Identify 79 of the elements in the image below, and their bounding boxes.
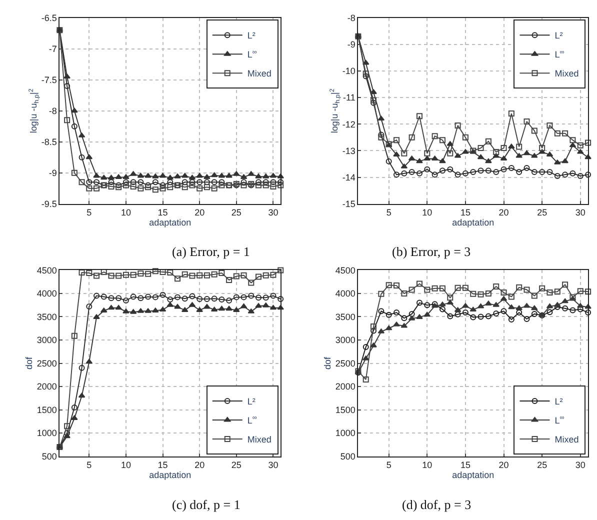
x-tick-label: 15 bbox=[158, 460, 168, 470]
x-tick-label: 20 bbox=[194, 208, 205, 218]
y-tick-label: -10 bbox=[342, 66, 356, 76]
y-tick-label: 2500 bbox=[36, 358, 57, 368]
legend-label: L² bbox=[554, 396, 563, 406]
y-tick-label: 2500 bbox=[335, 358, 356, 368]
x-tick-label: 25 bbox=[537, 208, 548, 218]
x-tick-label: 5 bbox=[86, 460, 92, 470]
y-tick-label: -11 bbox=[343, 92, 356, 103]
x-tick-label: 10 bbox=[120, 208, 131, 218]
y-tick-label: 1500 bbox=[335, 404, 356, 415]
x-tick-label: 25 bbox=[537, 460, 548, 470]
legend-label: Mixed bbox=[247, 68, 272, 79]
x-tick-label: 10 bbox=[422, 208, 432, 218]
x-tick-label: 25 bbox=[231, 460, 242, 470]
x-tick-label: 20 bbox=[498, 460, 509, 470]
x-tick-label: 5 bbox=[386, 208, 392, 218]
legend-label: Mixed bbox=[247, 434, 272, 444]
y-tick-label: -8 bbox=[48, 106, 57, 116]
y-tick-label: -9 bbox=[48, 168, 57, 178]
y-tick-label: -8.5 bbox=[41, 137, 57, 147]
x-axis-title: adaptation bbox=[149, 470, 192, 480]
x-tick-label: 30 bbox=[575, 460, 586, 470]
y-tick-label: 3000 bbox=[335, 335, 356, 346]
legend-label: L$^{∞}$ bbox=[247, 48, 258, 60]
x-tick-label: 30 bbox=[575, 208, 586, 218]
y-tick-label: 2000 bbox=[36, 382, 57, 392]
text: (b) Error, p = 3 bbox=[392, 244, 471, 259]
y-axis-title: dof bbox=[322, 356, 333, 370]
x-tick-label: 15 bbox=[460, 208, 470, 218]
y-tick-label: 4500 bbox=[36, 265, 57, 276]
y-tick-label: -9 bbox=[347, 39, 356, 50]
x-axis-title: adaptation bbox=[452, 218, 494, 228]
x-tick-label: 5 bbox=[86, 208, 92, 218]
x-tick-label: 15 bbox=[460, 460, 470, 470]
text: (c) dof, p = 1 bbox=[172, 497, 240, 512]
legend-label: L$^{∞}$ bbox=[554, 48, 565, 60]
y-tick-label: -12 bbox=[342, 119, 356, 130]
y-tick-label: 500 bbox=[42, 452, 57, 462]
y-tick-label: 2000 bbox=[335, 382, 356, 392]
y-tick-label: -15 bbox=[342, 199, 356, 210]
y-tick-label: -14 bbox=[342, 172, 356, 182]
y-tick-label: 4500 bbox=[335, 265, 356, 276]
legend-label: L² bbox=[554, 30, 563, 41]
y-tick-label: -9.5 bbox=[41, 199, 57, 210]
x-axis-title: adaptation bbox=[149, 218, 192, 228]
x-tick-label: 20 bbox=[194, 460, 205, 470]
y-tick-label: 1500 bbox=[36, 404, 57, 415]
x-tick-label: 25 bbox=[231, 208, 242, 218]
x-tick-label: 15 bbox=[158, 208, 168, 218]
legend-label: Mixed bbox=[554, 68, 579, 79]
legend-label: L² bbox=[247, 396, 256, 406]
legend-label: Mixed bbox=[554, 434, 579, 444]
x-axis-title: adaptation bbox=[452, 470, 494, 480]
legend-label: L$^{∞}$ bbox=[247, 414, 258, 426]
text: (a) Error, p = 1 bbox=[172, 244, 250, 259]
y-tick-label: 4000 bbox=[36, 288, 57, 299]
x-tick-label: 30 bbox=[268, 208, 278, 218]
y-tick-label: 1000 bbox=[335, 428, 356, 438]
text: (d) dof, p = 3 bbox=[402, 497, 472, 512]
x-tick-label: 10 bbox=[422, 460, 432, 470]
y-tick-label: 500 bbox=[340, 452, 356, 462]
y-tick-label: 4000 bbox=[335, 288, 356, 299]
y-tick-label: 3500 bbox=[36, 312, 57, 322]
y-axis-title: dof bbox=[24, 356, 34, 370]
x-tick-label: 10 bbox=[120, 460, 131, 470]
x-tick-label: 30 bbox=[268, 460, 278, 470]
y-tick-label: -7.5 bbox=[41, 74, 57, 85]
y-tick-label: -6.5 bbox=[41, 12, 57, 23]
y-tick-label: 3000 bbox=[36, 335, 57, 346]
y-tick-label: -8 bbox=[347, 12, 356, 23]
y-tick-label: -7 bbox=[48, 44, 57, 54]
y-tick-label: 3500 bbox=[335, 312, 356, 322]
y-tick-label: 1000 bbox=[36, 428, 57, 438]
legend-label: L$^{∞}$ bbox=[554, 414, 565, 426]
y-tick-label: -13 bbox=[342, 146, 356, 156]
legend-label: L² bbox=[247, 30, 256, 41]
x-tick-label: 5 bbox=[386, 460, 392, 470]
x-tick-label: 20 bbox=[498, 208, 509, 218]
